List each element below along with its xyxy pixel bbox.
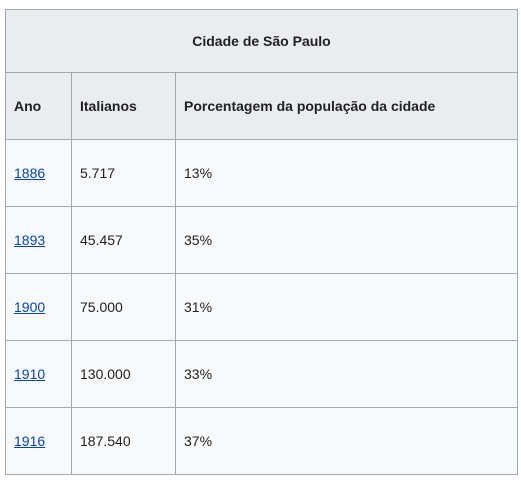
percent-cell: 31% xyxy=(175,273,518,341)
column-header-ano: Ano xyxy=(5,72,72,140)
table-row: 1886 5.717 13% xyxy=(5,139,518,207)
percent-cell: 35% xyxy=(175,206,518,274)
population-table-container: Cidade de São Paulo Ano Italianos Porcen… xyxy=(5,9,518,475)
year-cell: 1910 xyxy=(5,340,72,408)
year-link[interactable]: 1886 xyxy=(14,165,46,181)
italians-cell: 75.000 xyxy=(71,273,176,341)
italians-cell: 45.457 xyxy=(71,206,176,274)
column-header-italianos: Italianos xyxy=(71,72,176,140)
year-cell: 1893 xyxy=(5,206,72,274)
year-link[interactable]: 1900 xyxy=(14,299,46,315)
percent-cell: 37% xyxy=(175,407,518,475)
table-caption: Cidade de São Paulo xyxy=(5,9,518,73)
table-row: 1900 75.000 31% xyxy=(5,273,518,341)
population-table: Cidade de São Paulo Ano Italianos Porcen… xyxy=(5,9,518,475)
year-cell: 1900 xyxy=(5,273,72,341)
table-row: 1910 130.000 33% xyxy=(5,340,518,408)
italians-cell: 187.540 xyxy=(71,407,176,475)
table-row: 1916 187.540 37% xyxy=(5,407,518,475)
italians-cell: 5.717 xyxy=(71,139,176,207)
year-link[interactable]: 1893 xyxy=(14,232,46,248)
year-link[interactable]: 1910 xyxy=(14,366,46,382)
percent-cell: 33% xyxy=(175,340,518,408)
percent-cell: 13% xyxy=(175,139,518,207)
table-header-row: Ano Italianos Porcentagem da população d… xyxy=(5,72,518,140)
italians-cell: 130.000 xyxy=(71,340,176,408)
table-row: 1893 45.457 35% xyxy=(5,206,518,274)
year-cell: 1916 xyxy=(5,407,72,475)
year-link[interactable]: 1916 xyxy=(14,433,46,449)
table-caption-row: Cidade de São Paulo xyxy=(5,9,518,73)
year-cell: 1886 xyxy=(5,139,72,207)
column-header-porcentagem: Porcentagem da população da cidade xyxy=(175,72,518,140)
